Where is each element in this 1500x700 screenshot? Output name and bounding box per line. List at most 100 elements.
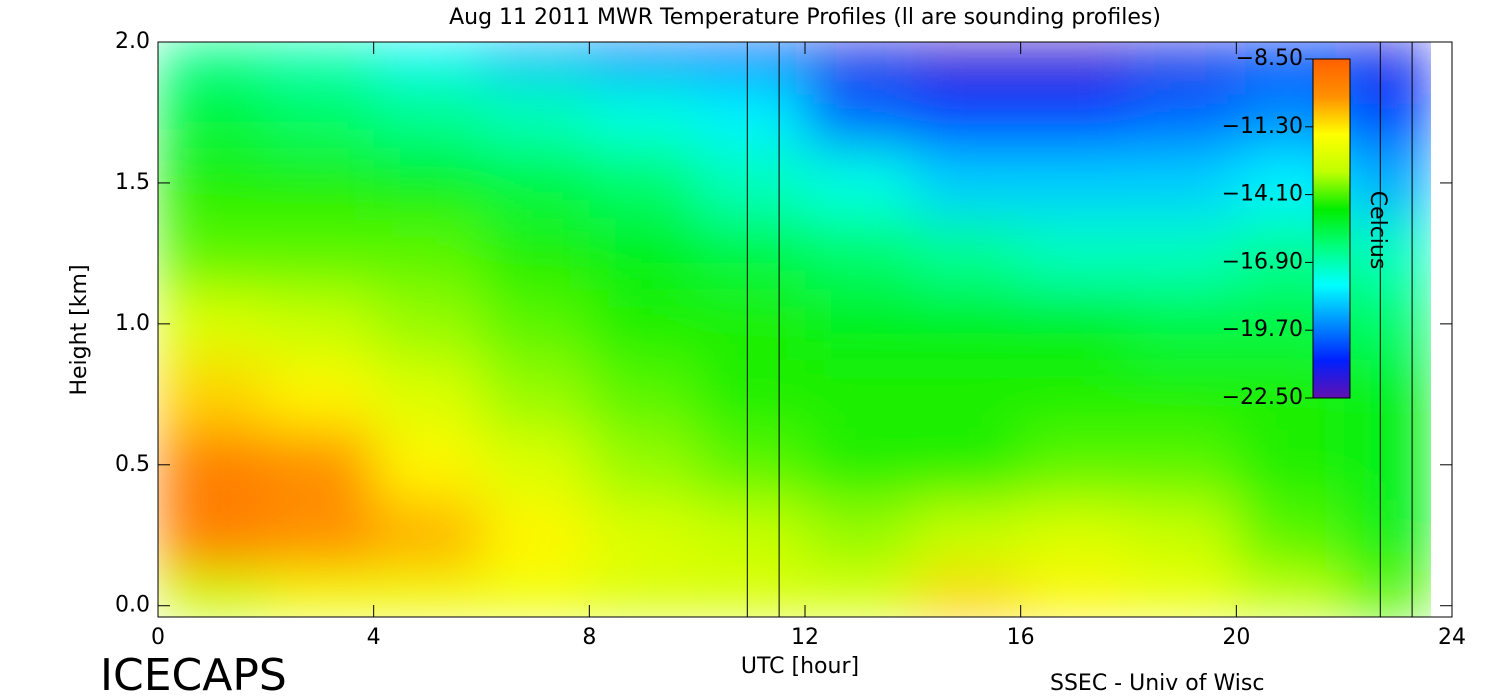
heatmap-cell bbox=[912, 77, 1022, 149]
heatmap-cell bbox=[1128, 359, 1237, 431]
colorbar-tick-label: −22.50 bbox=[1222, 385, 1303, 410]
colorbar-tick-label: −14.10 bbox=[1222, 182, 1303, 207]
heatmap-cell bbox=[373, 570, 482, 617]
heatmap-cell bbox=[1128, 570, 1237, 617]
heatmap bbox=[158, 42, 1431, 617]
heatmap-cell bbox=[158, 288, 267, 360]
heatmap-cell bbox=[158, 218, 267, 290]
heatmap-cell bbox=[265, 429, 375, 501]
heatmap-cell bbox=[265, 359, 375, 431]
colorbar bbox=[1312, 58, 1351, 399]
heatmap-cell bbox=[373, 359, 482, 431]
heatmap-cell bbox=[373, 147, 482, 219]
footer-right: SSEC - Univ of Wisc bbox=[1050, 671, 1264, 696]
heatmap-cell bbox=[805, 42, 914, 78]
heatmap-cell bbox=[912, 42, 1022, 78]
heatmap-cell bbox=[589, 147, 698, 219]
heatmap-cell bbox=[1128, 288, 1237, 360]
heatmap-cell bbox=[373, 429, 482, 501]
x-tick-label: 8 bbox=[582, 625, 596, 650]
x-tick-label: 20 bbox=[1222, 625, 1250, 650]
heatmap-cell bbox=[1020, 147, 1129, 219]
heatmap-cell bbox=[589, 42, 698, 78]
heatmap-cell bbox=[1344, 42, 1431, 78]
heatmap-cell bbox=[1236, 429, 1345, 501]
heatmap-cell bbox=[481, 147, 590, 219]
heatmap-cell bbox=[1128, 42, 1237, 78]
heatmap-cell bbox=[265, 500, 375, 571]
heatmap-cell bbox=[912, 500, 1022, 571]
heatmap-cell bbox=[1236, 500, 1345, 571]
heatmap-cell bbox=[265, 570, 375, 617]
x-axis-label: UTC [hour] bbox=[741, 654, 859, 679]
x-tick-label: 0 bbox=[151, 625, 165, 650]
heatmap-cell bbox=[481, 500, 590, 571]
heatmap-cell bbox=[1344, 570, 1431, 617]
heatmap-cell bbox=[805, 77, 914, 149]
heatmap-cell bbox=[1128, 147, 1237, 219]
y-tick-label: 0.5 bbox=[115, 452, 150, 477]
heatmap-cell bbox=[265, 77, 375, 149]
heatmap-cell bbox=[1020, 359, 1129, 431]
heatmap-cell bbox=[1344, 218, 1431, 290]
heatmap-cell bbox=[805, 147, 914, 219]
heatmap-area bbox=[158, 42, 1431, 617]
colorbar-tick-label: −11.30 bbox=[1222, 114, 1303, 139]
heatmap-cell bbox=[912, 288, 1022, 360]
heatmap-cell bbox=[1344, 359, 1431, 431]
heatmap-cell bbox=[1344, 147, 1431, 219]
heatmap-cell bbox=[805, 429, 914, 501]
x-tick-label: 16 bbox=[1007, 625, 1035, 650]
heatmap-cell bbox=[1020, 500, 1129, 571]
heatmap-cell bbox=[1128, 218, 1237, 290]
heatmap-cell bbox=[1128, 429, 1237, 501]
heatmap-cell bbox=[158, 42, 267, 78]
heatmap-cell bbox=[1236, 570, 1345, 617]
heatmap-cell bbox=[265, 288, 375, 360]
heatmap-cell bbox=[158, 359, 267, 431]
heatmap-cell bbox=[589, 77, 698, 149]
heatmap-cell bbox=[481, 359, 590, 431]
heatmap-cell bbox=[1344, 500, 1431, 571]
chart-title: Aug 11 2011 MWR Temperature Profiles (ll… bbox=[449, 5, 1161, 30]
heatmap-cell bbox=[481, 77, 590, 149]
heatmap-cell bbox=[481, 429, 590, 501]
heatmap-cell bbox=[697, 500, 806, 571]
heatmap-cell bbox=[589, 288, 698, 360]
heatmap-cell bbox=[373, 288, 482, 360]
colorbar-tick-label: −16.90 bbox=[1222, 249, 1303, 274]
y-tick-label: 0.0 bbox=[115, 593, 150, 618]
heatmap-cell bbox=[481, 218, 590, 290]
heatmap-cell bbox=[265, 42, 375, 78]
heatmap-cell bbox=[589, 500, 698, 571]
heatmap-cell bbox=[697, 77, 806, 149]
colorbar-tick-label: −19.70 bbox=[1222, 317, 1303, 342]
heatmap-cell bbox=[158, 570, 267, 617]
heatmap-cell bbox=[373, 77, 482, 149]
heatmap-cell bbox=[912, 359, 1022, 431]
heatmap-cell bbox=[912, 147, 1022, 219]
heatmap-cell bbox=[805, 500, 914, 571]
heatmap-cell bbox=[697, 570, 806, 617]
heatmap-cell bbox=[1128, 77, 1237, 149]
heatmap-cell bbox=[481, 570, 590, 617]
heatmap-cell bbox=[912, 429, 1022, 501]
heatmap-cell bbox=[589, 570, 698, 617]
heatmap-cell bbox=[697, 359, 806, 431]
heatmap-cell bbox=[1344, 288, 1431, 360]
heatmap-cell bbox=[697, 42, 806, 78]
y-axis-label: Height [km] bbox=[67, 264, 92, 395]
heatmap-cell bbox=[1020, 570, 1129, 617]
x-tick-label: 4 bbox=[367, 625, 381, 650]
heatmap-cell bbox=[1020, 288, 1129, 360]
heatmap-cell bbox=[373, 42, 482, 78]
heatmap-cell bbox=[373, 218, 482, 290]
heatmap-cell bbox=[1020, 77, 1129, 149]
overlay: 0 4 8 12 16 20 24 0.0 0.5 1.0 1.5 2.0 −8.50 −11.30 −14… bbox=[115, 29, 1466, 650]
y-tick-label: 1.5 bbox=[115, 170, 150, 195]
y-tick-label: 1.0 bbox=[115, 311, 150, 336]
heatmap-cell bbox=[158, 147, 267, 219]
heatmap-cell bbox=[697, 147, 806, 219]
